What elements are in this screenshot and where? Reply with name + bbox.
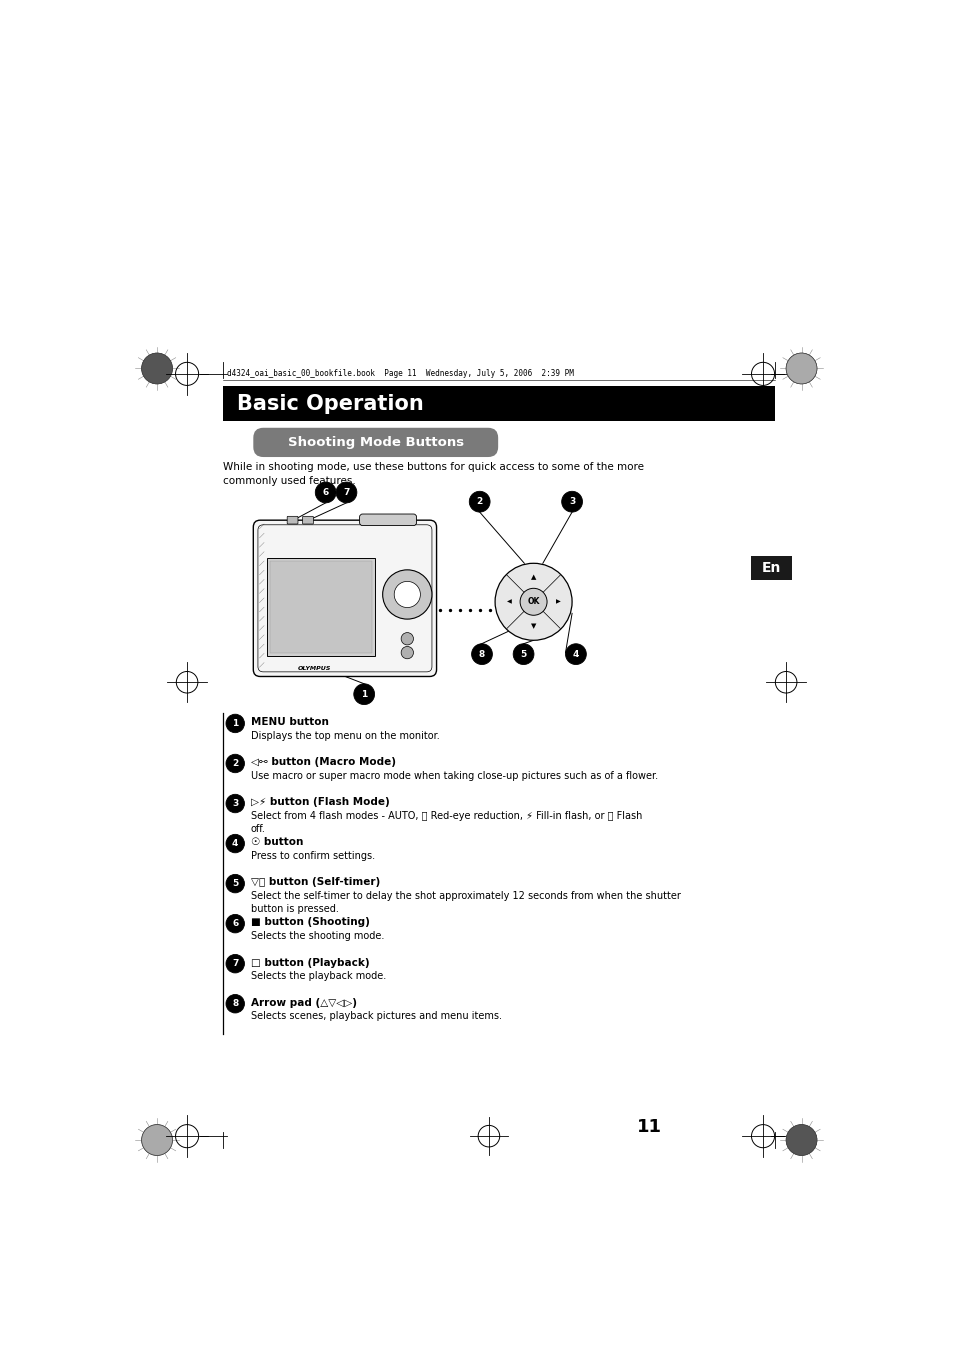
Text: □ button (Playback): □ button (Playback) <box>251 958 369 967</box>
Text: 5: 5 <box>232 880 238 888</box>
Text: Selects the shooting mode.: Selects the shooting mode. <box>251 931 384 940</box>
Text: Selects the playback mode.: Selects the playback mode. <box>251 971 386 981</box>
Text: Displays the top menu on the monitor.: Displays the top menu on the monitor. <box>251 731 439 740</box>
Text: 7: 7 <box>232 959 238 969</box>
Text: 3: 3 <box>568 497 575 507</box>
Circle shape <box>565 644 586 665</box>
FancyBboxPatch shape <box>287 516 297 524</box>
Circle shape <box>561 492 582 512</box>
Text: Select the self-timer to delay the shot approximately 12 seconds from when the s: Select the self-timer to delay the shot … <box>251 890 680 915</box>
Text: 6: 6 <box>322 488 329 497</box>
Circle shape <box>226 835 244 852</box>
Text: Use macro or super macro mode when taking close-up pictures such as of a flower.: Use macro or super macro mode when takin… <box>251 771 658 781</box>
Circle shape <box>141 353 172 384</box>
Circle shape <box>400 646 413 659</box>
Circle shape <box>471 644 492 665</box>
Circle shape <box>382 570 432 619</box>
Circle shape <box>785 353 816 384</box>
Text: 11: 11 <box>636 1117 660 1136</box>
Text: Shooting Mode Buttons: Shooting Mode Buttons <box>288 436 463 449</box>
Circle shape <box>495 563 572 640</box>
Text: 4: 4 <box>232 839 238 848</box>
FancyBboxPatch shape <box>751 555 791 580</box>
Circle shape <box>141 353 172 384</box>
Text: Arrow pad (△▽◁▷): Arrow pad (△▽◁▷) <box>251 997 356 1008</box>
Text: Select from 4 flash modes - AUTO, Ⓙ Red-eye reduction, ⚡ Fill-in flash, or Ⓢ Fla: Select from 4 flash modes - AUTO, Ⓙ Red-… <box>251 811 641 834</box>
Text: OLYMPUS: OLYMPUS <box>297 666 331 670</box>
Circle shape <box>226 915 244 934</box>
Circle shape <box>141 1124 172 1155</box>
Circle shape <box>314 482 335 503</box>
Circle shape <box>519 588 546 615</box>
Text: MENU button: MENU button <box>251 717 329 727</box>
Text: Selects scenes, playback pictures and menu items.: Selects scenes, playback pictures and me… <box>251 1011 501 1021</box>
Text: ☉ button: ☉ button <box>251 838 303 847</box>
Circle shape <box>226 794 244 813</box>
Text: 7: 7 <box>343 488 350 497</box>
Text: 5: 5 <box>520 650 526 659</box>
Circle shape <box>513 644 534 665</box>
Text: Press to confirm settings.: Press to confirm settings. <box>251 851 375 861</box>
Text: 2: 2 <box>476 497 482 507</box>
FancyBboxPatch shape <box>253 520 436 677</box>
Text: 8: 8 <box>232 1000 238 1008</box>
Text: 4: 4 <box>572 650 578 659</box>
Circle shape <box>354 684 375 705</box>
Text: 3: 3 <box>232 798 238 808</box>
Text: En: En <box>761 561 781 576</box>
Circle shape <box>226 994 244 1013</box>
Text: 1: 1 <box>232 719 238 728</box>
Circle shape <box>226 874 244 893</box>
Text: OK: OK <box>527 597 539 607</box>
Text: ▽⌛ button (Self-timer): ▽⌛ button (Self-timer) <box>251 877 380 888</box>
Text: ▲: ▲ <box>530 574 536 580</box>
Text: 2: 2 <box>232 759 238 767</box>
Circle shape <box>469 492 490 512</box>
FancyBboxPatch shape <box>302 516 313 524</box>
Text: While in shooting mode, use these buttons for quick access to some of the more
c: While in shooting mode, use these button… <box>223 462 643 486</box>
Text: ▷⚡ button (Flash Mode): ▷⚡ button (Flash Mode) <box>251 797 390 808</box>
Circle shape <box>394 581 420 608</box>
FancyBboxPatch shape <box>267 558 375 657</box>
FancyBboxPatch shape <box>253 428 497 457</box>
Text: ◀: ◀ <box>506 600 511 604</box>
Circle shape <box>226 954 244 973</box>
FancyBboxPatch shape <box>223 386 774 422</box>
Text: ▼: ▼ <box>530 623 536 630</box>
Circle shape <box>785 1124 816 1155</box>
Circle shape <box>226 754 244 773</box>
Circle shape <box>226 715 244 732</box>
Circle shape <box>335 482 356 503</box>
Text: Basic Operation: Basic Operation <box>237 393 423 413</box>
Circle shape <box>400 632 413 644</box>
Text: ■ button (Shooting): ■ button (Shooting) <box>251 917 370 928</box>
Text: ▶: ▶ <box>556 600 560 604</box>
Circle shape <box>141 1124 172 1155</box>
Text: 1: 1 <box>360 690 367 698</box>
Text: ◁⚯ button (Macro Mode): ◁⚯ button (Macro Mode) <box>251 758 395 767</box>
Circle shape <box>785 353 816 384</box>
Text: d4324_oai_basic_00_bookfile.book  Page 11  Wednesday, July 5, 2006  2:39 PM: d4324_oai_basic_00_bookfile.book Page 11… <box>227 369 574 378</box>
Circle shape <box>785 1124 816 1155</box>
Text: 8: 8 <box>478 650 485 659</box>
FancyBboxPatch shape <box>359 513 416 526</box>
Text: 6: 6 <box>232 919 238 928</box>
FancyBboxPatch shape <box>270 561 372 654</box>
